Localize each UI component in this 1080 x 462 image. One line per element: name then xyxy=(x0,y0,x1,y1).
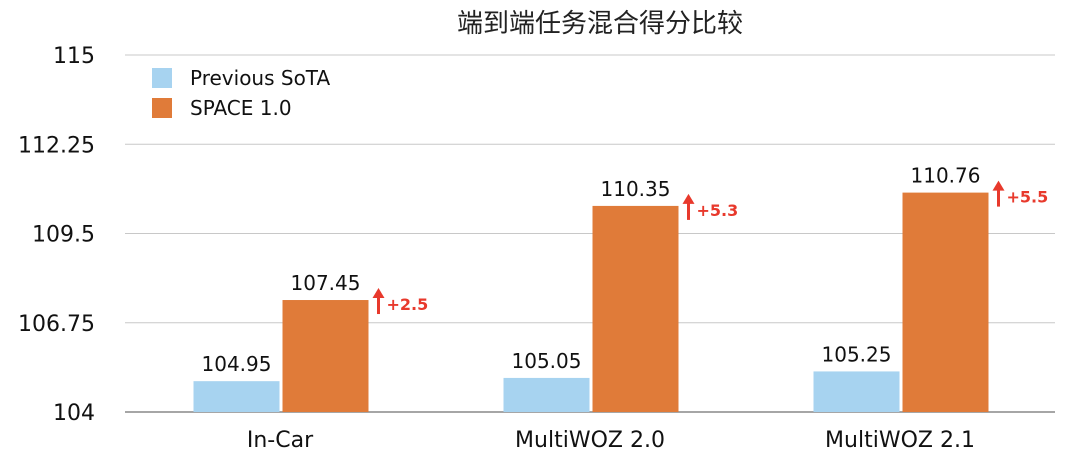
improvement-label: +2.5 xyxy=(387,295,429,314)
arrow-up-icon xyxy=(682,193,695,204)
arrow-up-icon xyxy=(372,288,385,299)
y-tick-label: 112.25 xyxy=(18,133,95,158)
legend: Previous SoTA SPACE 1.0 xyxy=(152,66,330,120)
x-axis-ticks: In-Car MultiWOZ 2.0 MultiWOZ 2.1 xyxy=(247,428,975,453)
x-tick-label: MultiWOZ 2.0 xyxy=(515,428,665,453)
bar-previous-sota xyxy=(503,377,590,412)
chart-title: 端到端任务混合得分比较 xyxy=(457,9,743,39)
data-label: 104.95 xyxy=(202,352,272,376)
bar-previous-sota xyxy=(813,371,900,412)
y-axis-ticks: 104 106.75 109.5 112.25 115 xyxy=(18,44,95,426)
data-label: 110.35 xyxy=(601,177,671,201)
bar-space xyxy=(592,205,679,412)
legend-label: Previous SoTA xyxy=(190,66,330,90)
legend-swatch xyxy=(152,98,172,118)
bar-previous-sota xyxy=(193,381,280,412)
legend-swatch xyxy=(152,68,172,88)
data-label: 105.05 xyxy=(512,349,582,373)
data-label: 110.76 xyxy=(911,164,981,188)
data-label: 107.45 xyxy=(291,271,361,295)
improvement-label: +5.5 xyxy=(1007,188,1049,207)
x-tick-label: In-Car xyxy=(247,428,314,453)
improvement-label: +5.3 xyxy=(697,201,739,220)
x-tick-label: MultiWOZ 2.1 xyxy=(825,428,975,453)
bar-space xyxy=(902,192,989,412)
y-tick-label: 115 xyxy=(53,44,95,69)
bars: 104.95 107.45 +2.5 105.05 110.35 +5.3 105.25 11… xyxy=(193,164,1049,412)
arrow-up-icon xyxy=(992,180,1005,191)
y-tick-label: 106.75 xyxy=(18,312,95,337)
grid-lines xyxy=(125,54,1055,413)
legend-label: SPACE 1.0 xyxy=(190,96,292,120)
bar-space xyxy=(282,300,369,412)
y-tick-label: 109.5 xyxy=(32,223,95,248)
y-tick-label: 104 xyxy=(53,401,95,426)
data-label: 105.25 xyxy=(822,342,892,366)
